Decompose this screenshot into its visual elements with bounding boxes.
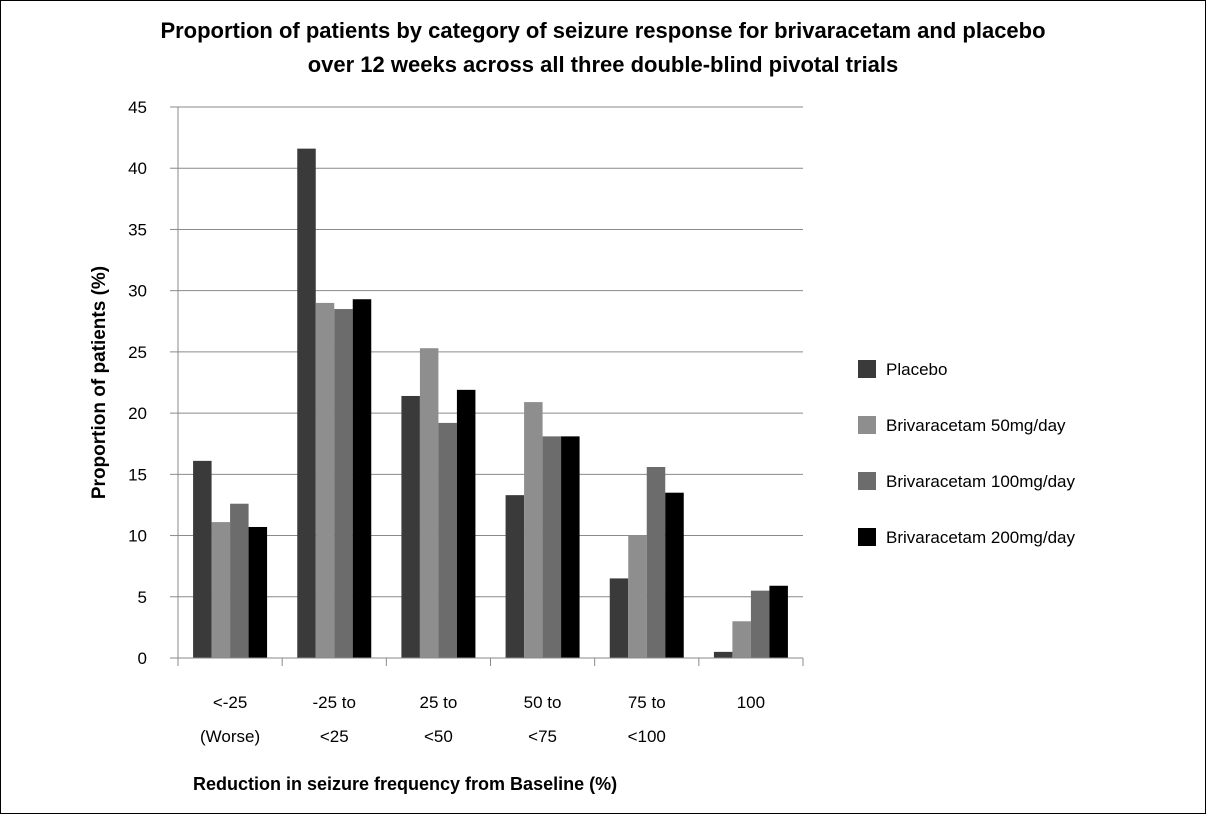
y-tick-label: 30 bbox=[128, 282, 147, 301]
bar-placebo-2 bbox=[401, 395, 420, 658]
x-tick-label: <25 bbox=[320, 727, 349, 746]
gridlines bbox=[178, 106, 803, 598]
bar-brivaracetam-50mg-day-3 bbox=[524, 402, 543, 658]
y-axis-label: Proportion of patients (%) bbox=[89, 266, 110, 499]
bar-brivaracetam-50mg-day-5 bbox=[732, 621, 751, 658]
bar-brivaracetam-200mg-day-0 bbox=[248, 526, 268, 658]
bar-brivaracetam-50mg-day-4 bbox=[628, 535, 647, 658]
bar-brivaracetam-100mg-day-4 bbox=[646, 466, 666, 658]
chart-title-line-2: over 12 weeks across all three double-bl… bbox=[307, 52, 899, 77]
legend-label: Placebo bbox=[886, 360, 947, 379]
bar-placebo-5 bbox=[713, 651, 733, 658]
chart-title: Proportion of patients by category of se… bbox=[0, 14, 1206, 82]
bar-placebo-4 bbox=[609, 578, 629, 658]
legend-label: Brivaracetam 200mg/day bbox=[886, 528, 1075, 547]
bar-brivaracetam-100mg-day-2 bbox=[438, 422, 457, 658]
legend-label: Brivaracetam 50mg/day bbox=[886, 416, 1066, 435]
x-tick-label: <100 bbox=[628, 727, 666, 746]
x-tick-label: (Worse) bbox=[200, 727, 260, 746]
bar-placebo-1 bbox=[297, 148, 316, 658]
x-tick-label: <75 bbox=[528, 727, 557, 746]
legend: Placebo Brivaracetam 50mg/day Brivaracetam… bbox=[858, 360, 1075, 547]
bar-placebo-0 bbox=[193, 460, 212, 658]
x-tick-label: 25 to bbox=[420, 693, 458, 712]
x-axis-ticks: <-25 (Worse) -25 to <25 25 to <50 50 to <75 75 t… bbox=[177, 658, 804, 746]
y-tick-label: 20 bbox=[128, 404, 147, 423]
legend-label: Brivaracetam 100mg/day bbox=[886, 472, 1075, 491]
bar-brivaracetam-200mg-day-5 bbox=[769, 585, 788, 658]
y-tick-label: 0 bbox=[138, 649, 147, 668]
bar-brivaracetam-200mg-day-4 bbox=[665, 492, 684, 658]
y-tick-label: 5 bbox=[138, 588, 147, 607]
bar-brivaracetam-100mg-day-5 bbox=[750, 590, 770, 658]
bar-brivaracetam-200mg-day-2 bbox=[456, 389, 476, 658]
x-tick-label: 100 bbox=[737, 693, 765, 712]
y-tick-label: 10 bbox=[128, 527, 147, 546]
legend-swatch bbox=[858, 472, 876, 490]
bar-brivaracetam-50mg-day-0 bbox=[211, 522, 231, 658]
y-tick-label: 45 bbox=[128, 98, 147, 117]
x-tick-label: <-25 bbox=[213, 693, 248, 712]
bars bbox=[193, 148, 788, 658]
bar-placebo-3 bbox=[505, 495, 525, 658]
y-axis-ticks: 0 5 10 15 20 25 30 35 40 45 bbox=[128, 98, 178, 668]
bar-brivaracetam-200mg-day-3 bbox=[561, 436, 580, 658]
y-tick-label: 40 bbox=[128, 159, 147, 178]
y-tick-label: 15 bbox=[128, 465, 147, 484]
bar-brivaracetam-50mg-day-2 bbox=[419, 348, 439, 658]
bar-brivaracetam-100mg-day-0 bbox=[230, 503, 249, 658]
y-tick-label: 25 bbox=[128, 343, 147, 362]
legend-swatch bbox=[858, 528, 876, 546]
bar-brivaracetam-50mg-day-1 bbox=[315, 302, 335, 658]
bar-brivaracetam-100mg-day-3 bbox=[542, 436, 562, 658]
x-tick-label: -25 to bbox=[313, 693, 356, 712]
y-tick-label: 35 bbox=[128, 220, 147, 239]
x-tick-label: 50 to bbox=[524, 693, 562, 712]
bar-brivaracetam-200mg-day-1 bbox=[352, 299, 372, 658]
legend-swatch bbox=[858, 416, 876, 434]
x-tick-label: 75 to bbox=[628, 693, 666, 712]
x-axis-label: Reduction in seizure frequency from Base… bbox=[193, 774, 617, 794]
chart-title-line-1: Proportion of patients by category of se… bbox=[160, 18, 1046, 43]
bar-brivaracetam-100mg-day-1 bbox=[334, 309, 353, 658]
x-tick-label: <50 bbox=[424, 727, 453, 746]
legend-swatch bbox=[858, 360, 876, 378]
